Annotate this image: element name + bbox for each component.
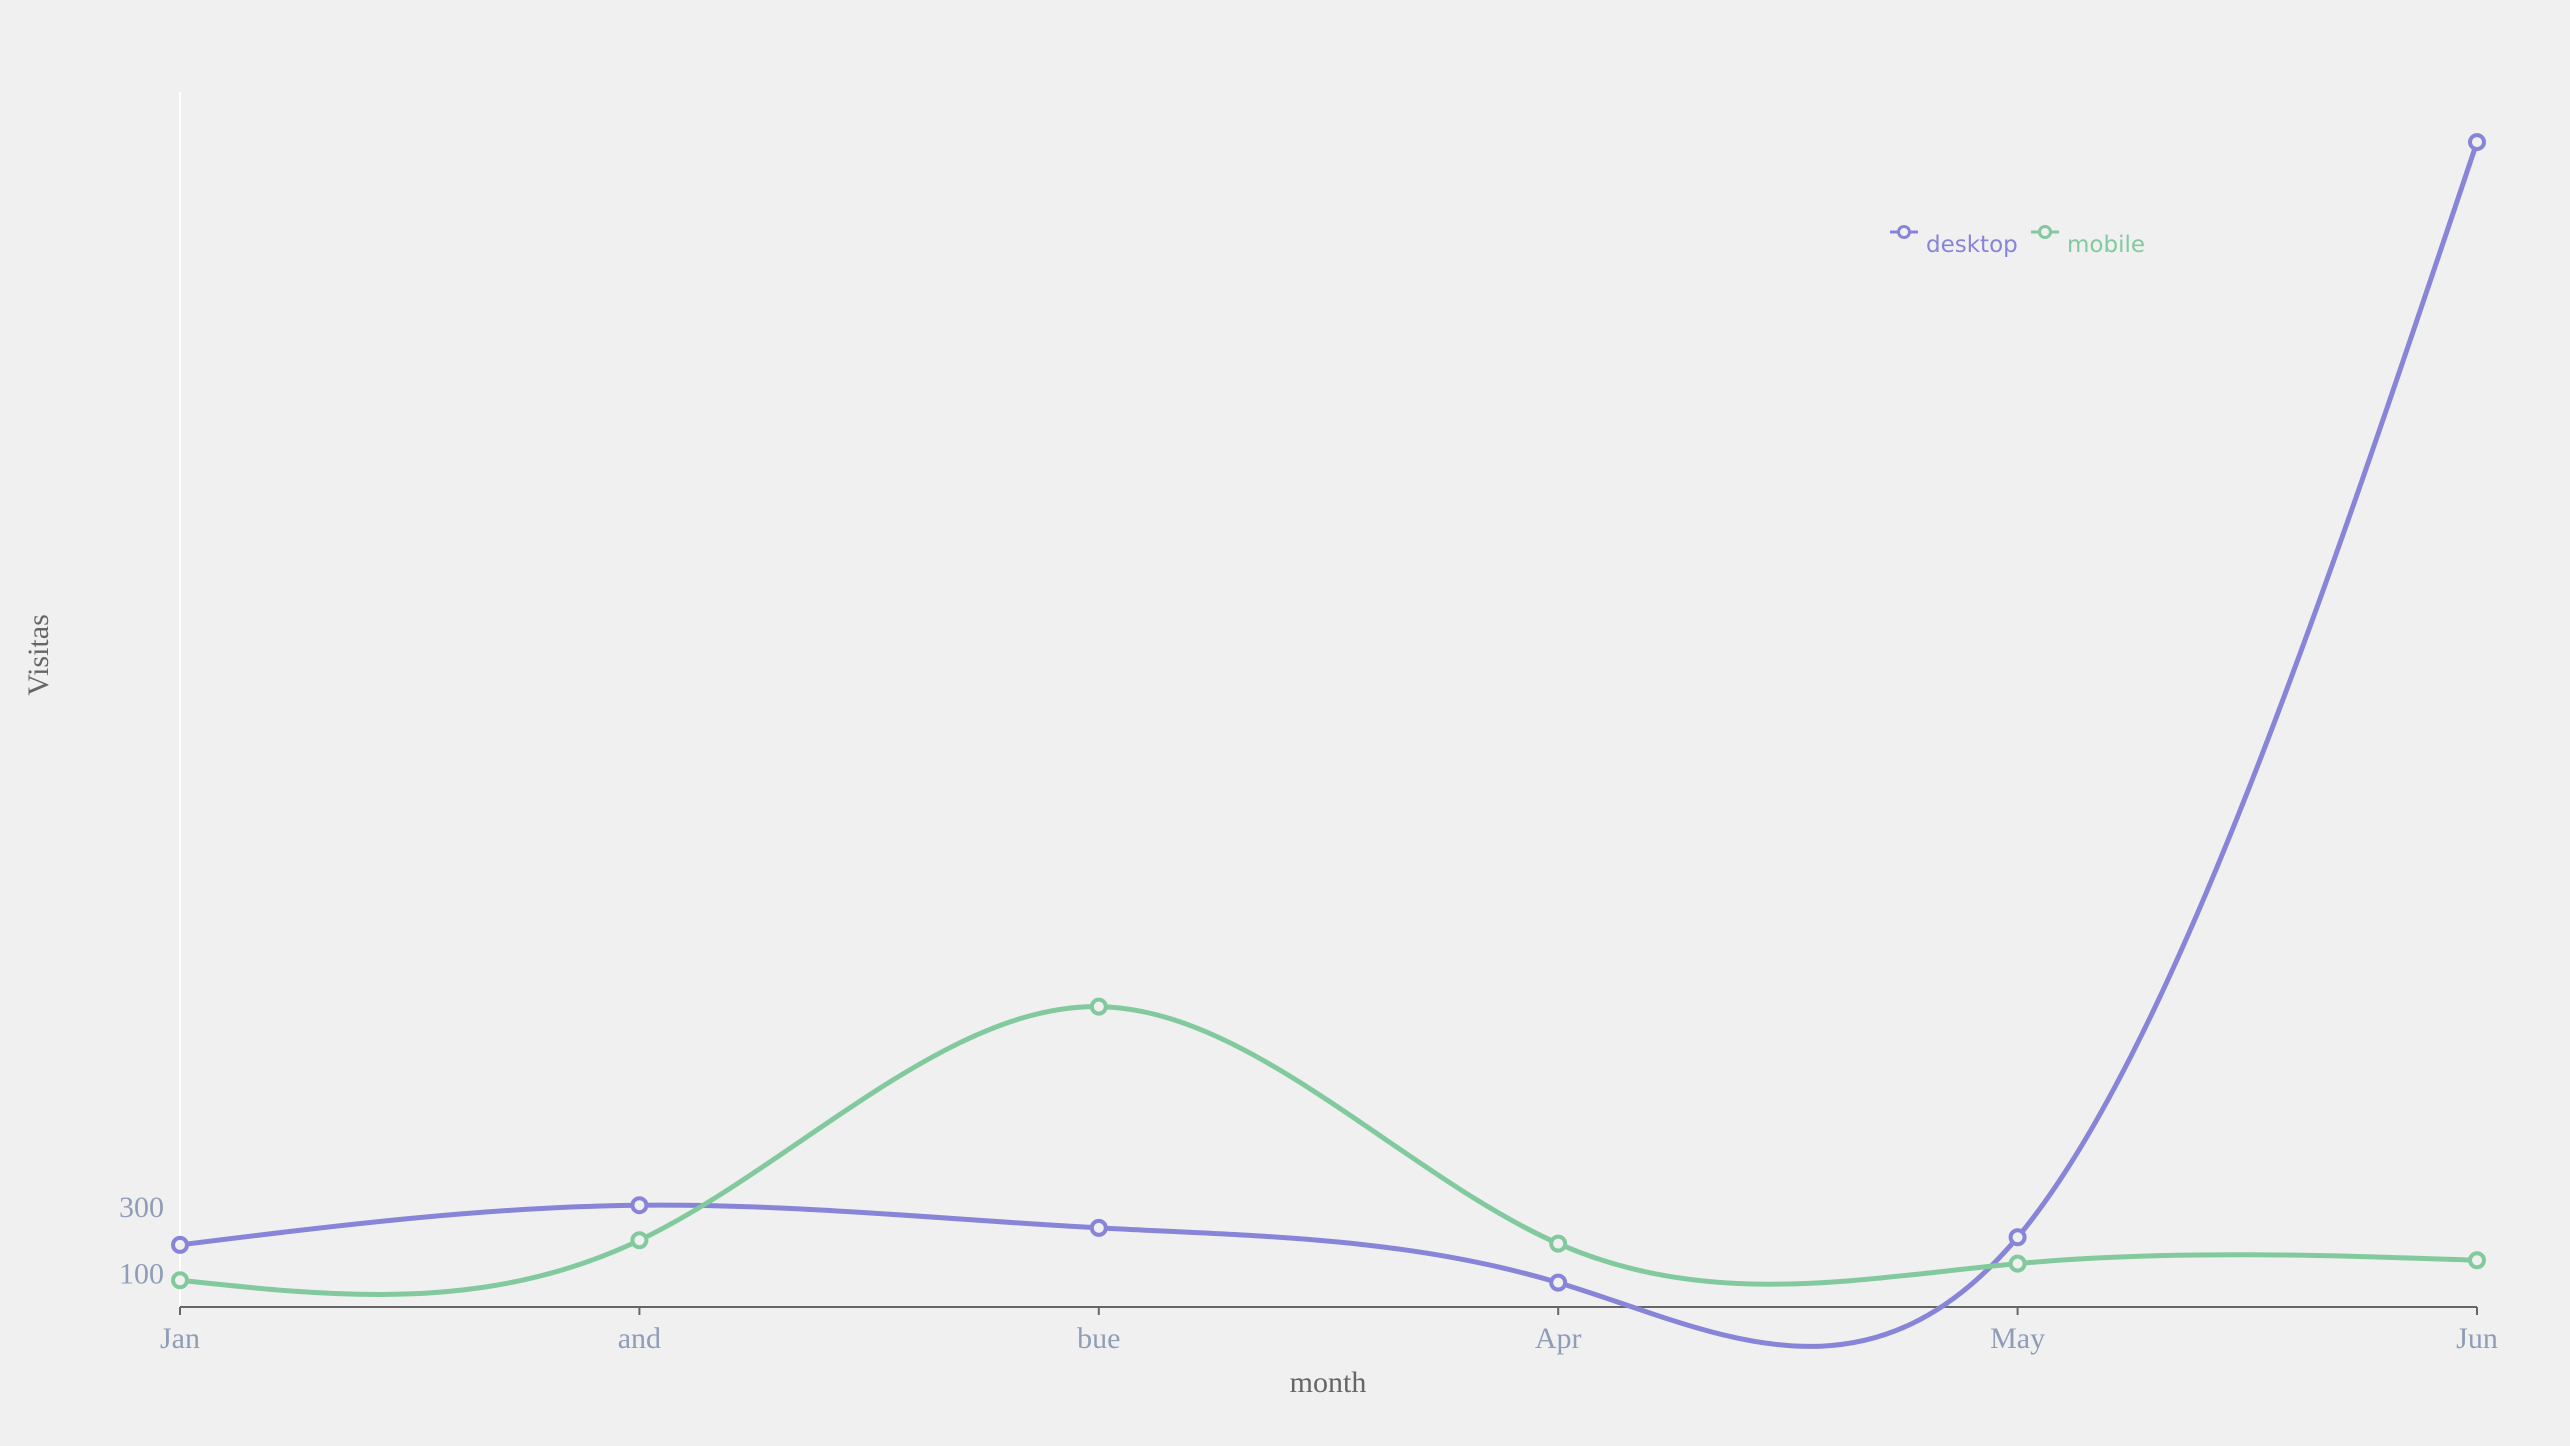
x-tick-label: Jun xyxy=(2456,1322,2498,1355)
data-point-desktop[interactable] xyxy=(630,1196,649,1215)
legend-item-mobile[interactable]: mobile xyxy=(2031,225,2145,259)
x-tick-label: Jan xyxy=(160,1322,200,1355)
data-point-mobile[interactable] xyxy=(2008,1254,2027,1273)
legend-mobile-label: mobile xyxy=(2067,232,2145,258)
data-point-desktop[interactable] xyxy=(2008,1228,2027,1247)
legend-mobile-marker xyxy=(2038,225,2052,239)
data-point-desktop[interactable] xyxy=(1089,1218,1108,1237)
data-point-desktop[interactable] xyxy=(1549,1273,1568,1292)
x-tick-label: bue xyxy=(1077,1322,1120,1355)
y-tick-group: 100 300 xyxy=(119,1191,164,1291)
x-axis-title: month xyxy=(1290,1366,1367,1399)
y-tick-label: 300 xyxy=(119,1191,164,1224)
data-point-desktop[interactable] xyxy=(171,1235,189,1254)
data-point-mobile[interactable] xyxy=(2468,1251,2486,1270)
data-point-mobile[interactable] xyxy=(1089,997,1108,1016)
legend: desktop mobile xyxy=(1890,225,2145,259)
y-tick-label: 100 xyxy=(119,1258,164,1291)
data-point-mobile[interactable] xyxy=(1549,1234,1568,1253)
data-point-desktop[interactable] xyxy=(2468,133,2486,152)
series-group xyxy=(171,133,2486,1349)
data-point-mobile[interactable] xyxy=(630,1231,649,1250)
legend-item-desktop[interactable]: desktop xyxy=(1890,225,2018,259)
x-tick-label: Apr xyxy=(1535,1322,1582,1355)
x-tick-label: May xyxy=(1990,1322,2045,1355)
data-point-mobile[interactable] xyxy=(171,1271,189,1290)
x-tick-group: Jan and bue Apr May Jun xyxy=(160,1307,2498,1355)
legend-desktop-label: desktop xyxy=(1926,232,2018,258)
series-line-mobile xyxy=(179,1004,2478,1297)
x-tick-label: and xyxy=(618,1322,661,1355)
y-axis-title: Visitas xyxy=(22,614,55,696)
legend-desktop-marker xyxy=(1897,225,1911,239)
